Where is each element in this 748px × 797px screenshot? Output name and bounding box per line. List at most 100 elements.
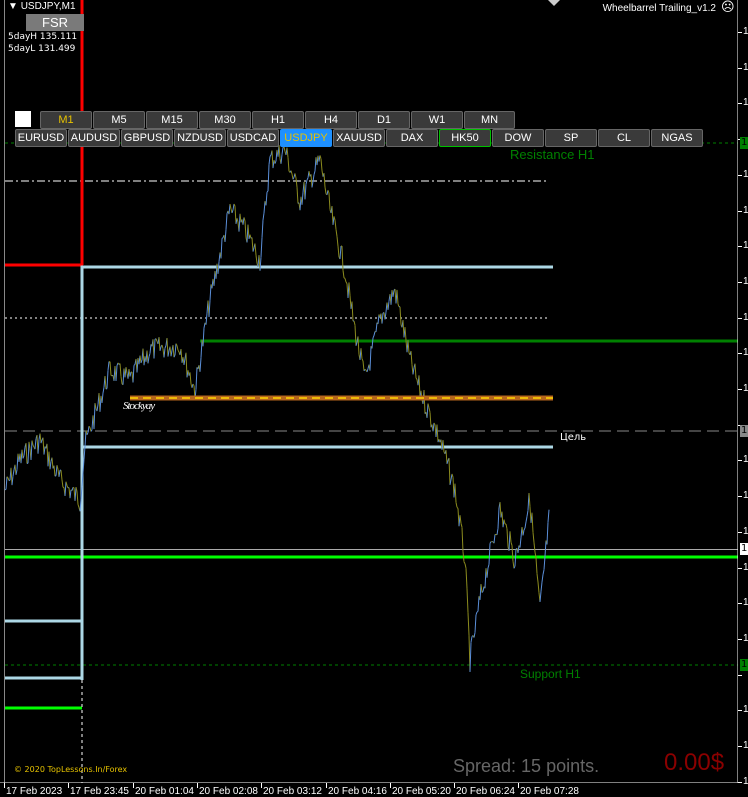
symbol-button-eurusd[interactable]: EURUSD (15, 129, 67, 147)
price-tick-label: 1 (743, 490, 748, 501)
price-segment (506, 528, 509, 547)
price-segment (220, 238, 223, 259)
price-segment (436, 424, 439, 443)
price-segment (140, 359, 143, 364)
price-segment (43, 446, 46, 455)
copyright[interactable]: © 2020 TopLessons.In/Forex (14, 765, 128, 774)
price-segment (296, 187, 299, 204)
price-segment (534, 551, 537, 558)
timeframe-button-m5[interactable]: M5 (93, 111, 145, 129)
price-segment (119, 363, 122, 377)
dropdown-triangle-icon[interactable]: ▼ (8, 1, 18, 12)
symbol-button-dax[interactable]: DAX (386, 129, 438, 147)
price-segment (514, 548, 517, 567)
fsr-button[interactable]: FSR (26, 14, 84, 31)
timeframe-button-h1[interactable]: H1 (252, 111, 304, 129)
timeframe-button-m15[interactable]: M15 (146, 111, 198, 129)
price-segment (6, 476, 9, 479)
price-tick-label: 1 (743, 383, 748, 394)
price-segment (132, 365, 135, 383)
time-tick (133, 783, 134, 788)
price-segment (254, 243, 257, 256)
indicator-name: Wheelbarrel Trailing_v1.2 (602, 3, 716, 14)
price-segment (133, 364, 136, 366)
timeframe-button-w1[interactable]: W1 (411, 111, 463, 129)
timeframe-button-m30[interactable]: M30 (199, 111, 251, 129)
price-tick (738, 675, 742, 676)
price-tick (738, 175, 742, 176)
symbol-button-usdcad[interactable]: USDCAD (227, 129, 279, 147)
price-segment (173, 354, 176, 358)
time-tick (4, 783, 5, 788)
price-marker-label: 1 (740, 659, 748, 671)
price-segment (195, 367, 198, 390)
price-marker-label: 1 (740, 425, 748, 437)
price-segment (31, 440, 34, 446)
symbol-button-sp[interactable]: SP (545, 129, 597, 147)
symbol-button-nzdusd[interactable]: NZDUSD (174, 129, 226, 147)
price-segment (539, 591, 542, 603)
price-tick (738, 746, 742, 747)
price-segment (65, 481, 68, 486)
symbol-button-audusd[interactable]: AUDUSD (68, 129, 120, 147)
price-segment (480, 584, 483, 593)
chart-area[interactable] (0, 0, 738, 783)
price-segment (25, 443, 28, 464)
price-segment (23, 447, 26, 456)
price-segment (445, 450, 448, 464)
price-segment (371, 337, 374, 349)
price-segment (455, 502, 458, 508)
price-segment (265, 192, 268, 206)
symbol-button-ngas[interactable]: NGAS (651, 129, 703, 147)
timeframe-button-d1[interactable]: D1 (358, 111, 410, 129)
five-day-high: 5dayH 135.111 (8, 32, 78, 42)
price-segment (328, 192, 331, 210)
price-segment (473, 632, 476, 638)
price-segment (166, 338, 169, 357)
price-segment (15, 469, 18, 475)
timeframe-button-mn[interactable]: MN (464, 111, 515, 129)
price-segment (505, 523, 508, 529)
price-segment (82, 459, 85, 473)
price-segment (292, 177, 295, 180)
price-tick-label: 1 (743, 169, 748, 180)
price-marker-label: 1 (740, 543, 748, 555)
price-segment (22, 455, 25, 459)
price-segment (392, 290, 395, 297)
symbol-button-xauusd[interactable]: XAUUSD (333, 129, 385, 147)
price-segment (129, 371, 132, 377)
symbol-button-usdjpy[interactable]: USDJPY (280, 129, 332, 147)
price-segment (247, 224, 250, 239)
price-tick-label: 1 (743, 62, 748, 73)
price-tick (738, 318, 742, 319)
price-segment (37, 439, 40, 454)
price-segment (541, 574, 544, 583)
symbol-button-hk50[interactable]: HK50 (439, 129, 491, 147)
price-segment (407, 340, 410, 353)
price-segment (106, 370, 109, 389)
timeframe-button-h4[interactable]: H4 (305, 111, 357, 129)
price-tick (738, 782, 742, 783)
price-tick-label: 1 (743, 97, 748, 108)
symbol-button-cl[interactable]: CL (598, 129, 650, 147)
price-segment (252, 247, 255, 252)
price-segment (509, 531, 512, 543)
timeframe-button-m1[interactable]: M1 (40, 111, 92, 129)
price-segment (465, 568, 468, 589)
price-segment (199, 357, 202, 372)
toggle-checkbox[interactable] (15, 111, 31, 127)
price-segment (267, 164, 270, 192)
symbol-button-gbpusd[interactable]: GBPUSD (121, 129, 173, 147)
price-segment (251, 237, 254, 252)
price-tick-label: 1 (743, 347, 748, 358)
price-segment (136, 358, 139, 373)
symbol-button-dow[interactable]: DOW (492, 129, 544, 147)
price-segment (291, 173, 294, 180)
price-segment (432, 422, 435, 432)
price-segment (34, 438, 37, 450)
price-segment (459, 515, 462, 524)
price-segment (342, 270, 345, 278)
price-segment (353, 320, 356, 326)
price-segment (334, 220, 337, 230)
price-segment (221, 237, 224, 239)
